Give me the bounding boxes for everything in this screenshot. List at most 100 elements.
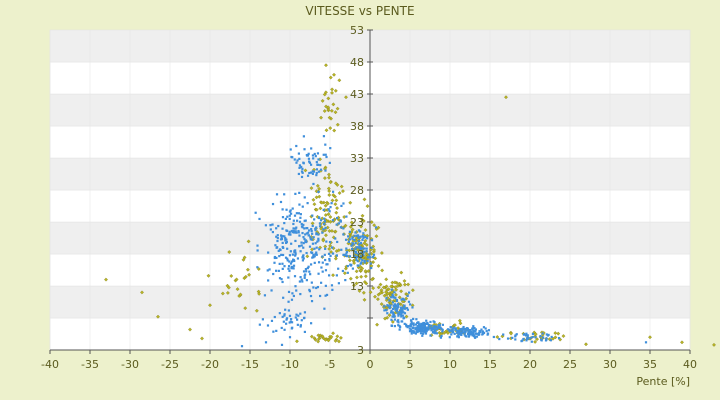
y-tick-label: 13 [350, 280, 364, 293]
data-point [306, 202, 309, 205]
data-point [545, 333, 548, 336]
data-point [406, 294, 409, 297]
data-point [291, 253, 294, 256]
data-point [322, 92, 327, 97]
data-point [456, 331, 459, 334]
data-point [474, 328, 477, 331]
data-point [276, 239, 279, 243]
data-point [390, 319, 395, 324]
data-point [309, 334, 314, 339]
data-point [435, 332, 439, 335]
data-point [295, 161, 298, 164]
data-point [326, 96, 331, 101]
data-point [305, 227, 308, 230]
data-point [374, 234, 379, 239]
data-point [269, 228, 272, 231]
data-point [352, 250, 356, 253]
data-point [431, 327, 434, 330]
data-point [254, 308, 259, 313]
data-point [357, 229, 361, 232]
x-tick-label: 10 [443, 358, 457, 371]
data-point [473, 334, 476, 337]
data-point [361, 259, 364, 262]
data-point [289, 262, 293, 265]
data-point [462, 325, 465, 329]
data-point [397, 314, 400, 317]
data-point [359, 245, 362, 249]
data-point [403, 312, 407, 315]
data-point [275, 193, 279, 196]
data-point [281, 235, 284, 238]
data-point [303, 311, 307, 314]
data-point [379, 302, 384, 306]
data-point [395, 284, 400, 288]
data-point [309, 186, 314, 191]
data-point [327, 247, 332, 251]
data-point [302, 257, 305, 260]
data-point [333, 202, 338, 207]
data-point [540, 338, 543, 341]
data-point [399, 313, 403, 316]
data-point [372, 253, 376, 256]
data-point [323, 222, 326, 226]
data-point [345, 252, 348, 255]
data-point [413, 331, 416, 334]
data-point [297, 229, 300, 233]
data-point [422, 329, 425, 332]
data-point [474, 330, 477, 333]
data-point [417, 322, 420, 325]
data-point [409, 323, 413, 326]
data-point [271, 202, 275, 206]
data-point [355, 234, 359, 237]
data-point [310, 251, 313, 254]
data-point [439, 326, 442, 329]
data-point [326, 212, 331, 217]
data-point [300, 222, 303, 226]
data-point [295, 212, 298, 215]
data-point [457, 336, 460, 339]
data-point [305, 153, 308, 157]
data-point [297, 152, 301, 155]
data-point [332, 72, 336, 77]
data-point [301, 259, 305, 262]
data-point [439, 336, 443, 339]
data-point [394, 287, 399, 292]
data-point [288, 260, 291, 263]
data-point [329, 108, 334, 113]
data-point [315, 233, 318, 236]
data-point [363, 228, 368, 232]
data-point [522, 337, 525, 341]
data-point [299, 216, 302, 219]
x-tick-label: -30 [121, 358, 139, 371]
data-point [533, 339, 538, 344]
data-point [318, 216, 321, 219]
data-point [426, 321, 429, 325]
data-point [330, 229, 334, 233]
data-point [306, 154, 310, 157]
data-point [394, 292, 398, 297]
data-point [453, 323, 457, 328]
data-point [330, 284, 334, 287]
x-tick-label: 30 [603, 358, 617, 371]
data-point [278, 277, 282, 280]
data-point [281, 208, 284, 211]
data-point [288, 232, 291, 235]
data-point [321, 270, 324, 273]
data-point [285, 317, 289, 320]
data-point [547, 337, 552, 342]
data-point [391, 301, 394, 304]
data-point [288, 230, 291, 233]
data-point [387, 304, 390, 307]
data-point [441, 328, 444, 331]
data-point [335, 206, 339, 211]
data-point [312, 157, 315, 160]
data-point [437, 326, 441, 329]
data-point [281, 315, 284, 318]
data-point [235, 287, 240, 292]
data-point [328, 180, 333, 185]
data-point [200, 336, 204, 341]
data-point [284, 241, 288, 245]
data-point [336, 240, 339, 244]
data-point [348, 230, 352, 233]
data-point [350, 227, 355, 232]
